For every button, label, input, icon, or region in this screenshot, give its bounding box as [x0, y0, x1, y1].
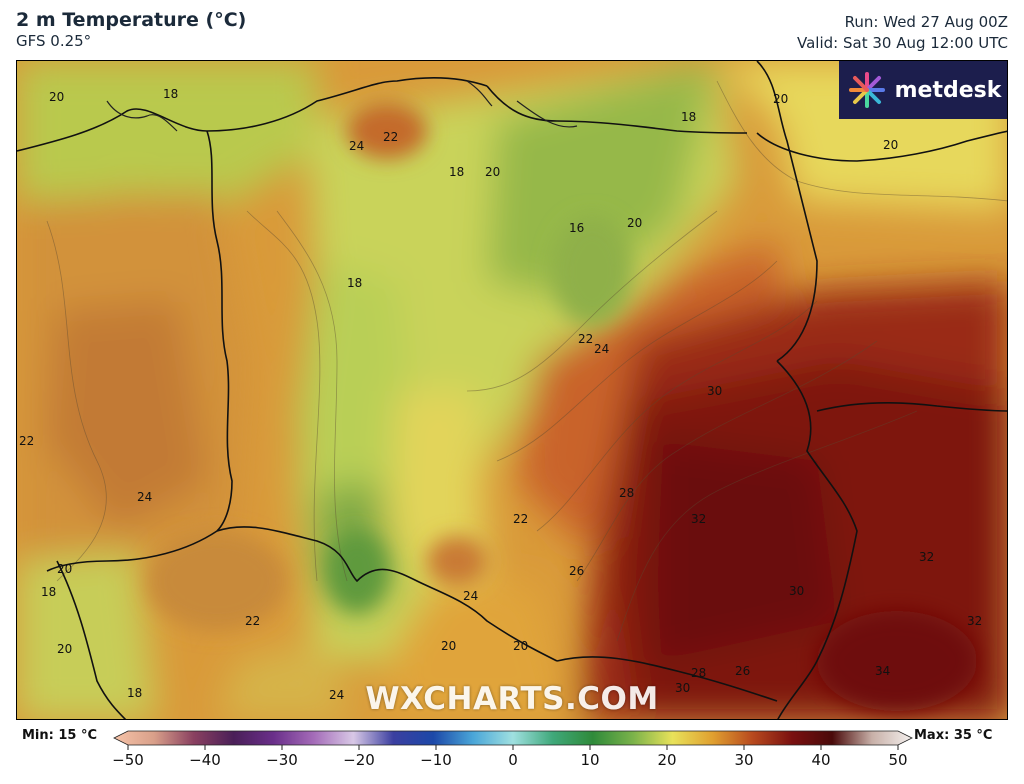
map-label: 22: [245, 614, 260, 628]
wxcharts-watermark: WXCHARTS.COM: [365, 681, 659, 717]
legend-max: Max: 35 °C: [914, 728, 993, 743]
colorbar-tick-label: −30: [266, 751, 298, 769]
map-label: 26: [569, 564, 584, 578]
chart-title: 2 m Temperature (°C): [16, 9, 247, 31]
colorbar-tick-label: −10: [420, 751, 452, 769]
colorbar: [113, 730, 913, 750]
colorbar-tick-label: 10: [580, 751, 600, 769]
map-label: 20: [57, 642, 72, 656]
map-label: 20: [627, 216, 642, 230]
map-label: 18: [681, 110, 696, 124]
map-label: 24: [594, 342, 609, 356]
colorbar-tick-label: 30: [734, 751, 754, 769]
colorbar-legend: Min: 15 °C Max: 35 °C −50 −40 −30 −20 −10 0 10…: [0, 722, 1024, 784]
legend-min: Min: 15 °C: [22, 728, 98, 743]
colorbar-tick-label: −20: [343, 751, 375, 769]
isotherm-labels: 20 18 22 24 18 20 18 20 20 16 20 18 22 2…: [19, 87, 982, 702]
colorbar-tick-label: 50: [888, 751, 908, 769]
colorbar-tick-label: 40: [811, 751, 831, 769]
colorbar-tick-label: 20: [657, 751, 677, 769]
map-label: 20: [49, 90, 64, 104]
map-label: 20: [485, 165, 500, 179]
map-label: 16: [569, 221, 584, 235]
map-label: 32: [919, 550, 934, 564]
map-label: 18: [41, 585, 56, 599]
map-label: 24: [349, 139, 364, 153]
isotherms: [46, 80, 1007, 642]
map-label: 20: [773, 92, 788, 106]
map-label: 22: [19, 434, 34, 448]
map-label: 18: [449, 165, 464, 179]
map-label: 30: [789, 584, 804, 598]
colorbar-tick-label: −50: [112, 751, 144, 769]
temperature-map[interactable]: 20 18 22 24 18 20 18 20 20 16 20 18 22 2…: [16, 60, 1008, 720]
map-label: 26: [735, 664, 750, 678]
map-label: 18: [127, 686, 142, 700]
metdesk-logo-text: metdesk: [894, 77, 1002, 103]
map-label: 30: [707, 384, 722, 398]
map-label: 18: [163, 87, 178, 101]
header-right: Run: Wed 27 Aug 00Z Valid: Sat 30 Aug 12…: [797, 12, 1008, 54]
map-label: 30: [675, 681, 690, 695]
map-label: 20: [513, 639, 528, 653]
header-left: 2 m Temperature (°C) GFS 0.25°: [16, 8, 246, 50]
map-label: 22: [513, 512, 528, 526]
map-label: 32: [691, 512, 706, 526]
colorbar-tick-label: −40: [189, 751, 221, 769]
map-label: 20: [57, 562, 72, 576]
map-label: 34: [875, 664, 890, 678]
colorbar-gradient: [113, 730, 913, 746]
map-label: 22: [578, 332, 593, 346]
colorbar-tick-label: 0: [508, 751, 518, 769]
map-label: 22: [383, 130, 398, 144]
valid-time: Valid: Sat 30 Aug 12:00 UTC: [797, 34, 1008, 52]
map-label: 24: [329, 688, 344, 702]
map-label: 24: [463, 589, 478, 603]
model-label: GFS 0.25°: [16, 32, 92, 50]
metdesk-logo-icon: [848, 72, 885, 108]
map-label: 28: [619, 486, 634, 500]
map-label: 20: [883, 138, 898, 152]
map-label: 24: [137, 490, 152, 504]
map-label: 20: [441, 639, 456, 653]
coastline-details: [106, 80, 578, 132]
country-borders: [17, 61, 1007, 719]
run-time: Run: Wed 27 Aug 00Z: [844, 13, 1008, 31]
map-label: 32: [967, 614, 982, 628]
map-label: 18: [347, 276, 362, 290]
map-label: 28: [691, 666, 706, 680]
metdesk-logo[interactable]: metdesk: [839, 61, 1007, 119]
map-canvas: 20 18 22 24 18 20 18 20 20 16 20 18 22 2…: [17, 61, 1007, 719]
temperature-detail: [147, 103, 977, 711]
